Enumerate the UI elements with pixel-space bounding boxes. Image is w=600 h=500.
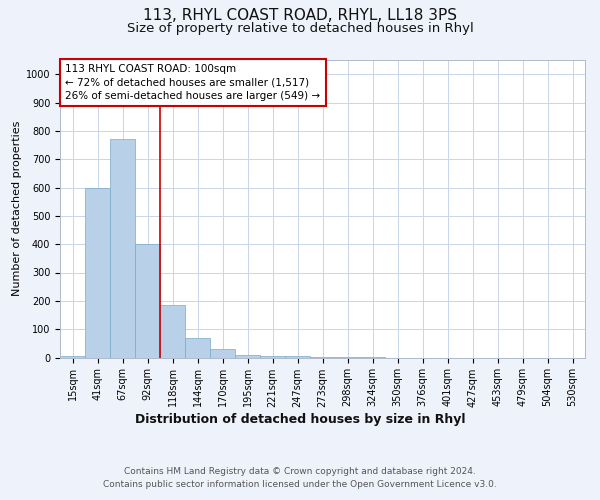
Bar: [260, 356, 285, 358]
Bar: [310, 356, 335, 358]
Bar: [160, 305, 185, 358]
Bar: [335, 357, 360, 358]
Text: Size of property relative to detached houses in Rhyl: Size of property relative to detached ho…: [127, 22, 473, 35]
Text: 113 RHYL COAST ROAD: 100sqm
← 72% of detached houses are smaller (1,517)
26% of : 113 RHYL COAST ROAD: 100sqm ← 72% of det…: [65, 64, 320, 101]
Bar: [210, 349, 235, 358]
Y-axis label: Number of detached properties: Number of detached properties: [11, 121, 22, 296]
Text: Contains HM Land Registry data © Crown copyright and database right 2024.
Contai: Contains HM Land Registry data © Crown c…: [103, 468, 497, 489]
Bar: [285, 356, 310, 358]
Bar: [135, 244, 160, 358]
Text: 113, RHYL COAST ROAD, RHYL, LL18 3PS: 113, RHYL COAST ROAD, RHYL, LL18 3PS: [143, 8, 457, 22]
Bar: [110, 140, 135, 358]
Bar: [60, 356, 85, 358]
Bar: [185, 338, 210, 357]
Text: Distribution of detached houses by size in Rhyl: Distribution of detached houses by size …: [135, 412, 465, 426]
Bar: [85, 188, 110, 358]
Bar: [235, 354, 260, 358]
